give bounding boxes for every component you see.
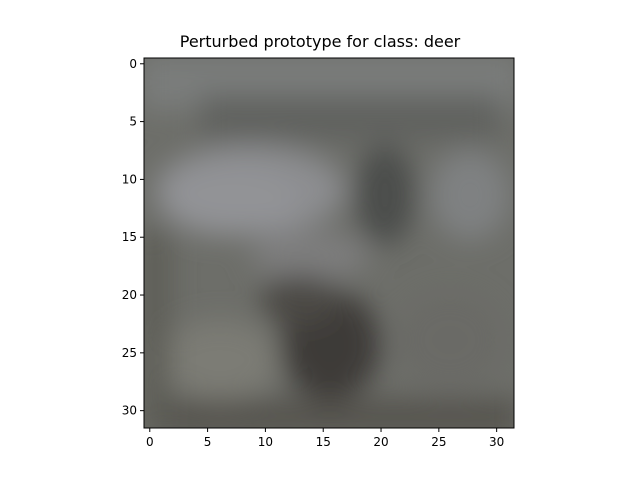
y-tick-label: 30 xyxy=(122,404,137,418)
y-axis: 0 5 10 15 20 25 30 xyxy=(122,57,144,418)
y-tick-label: 10 xyxy=(122,172,137,186)
x-tick-label: 5 xyxy=(204,435,212,449)
y-tick-label: 5 xyxy=(129,115,137,129)
y-tick-label: 20 xyxy=(122,288,137,302)
y-tick-label: 15 xyxy=(122,230,137,244)
x-tick-label: 30 xyxy=(489,435,504,449)
x-tick-label: 25 xyxy=(431,435,446,449)
axes-frame xyxy=(143,57,515,429)
prototype-image xyxy=(144,58,514,428)
x-tick-label: 20 xyxy=(373,435,388,449)
y-tick-label: 25 xyxy=(122,346,137,360)
x-tick-label: 15 xyxy=(316,435,331,449)
x-tick-label: 0 xyxy=(146,435,154,449)
figure-title: Perturbed prototype for class: deer xyxy=(179,32,461,51)
y-tick-label: 0 xyxy=(129,57,137,71)
x-tick-label: 10 xyxy=(258,435,273,449)
x-axis: 0 5 10 15 20 25 30 xyxy=(146,428,504,449)
